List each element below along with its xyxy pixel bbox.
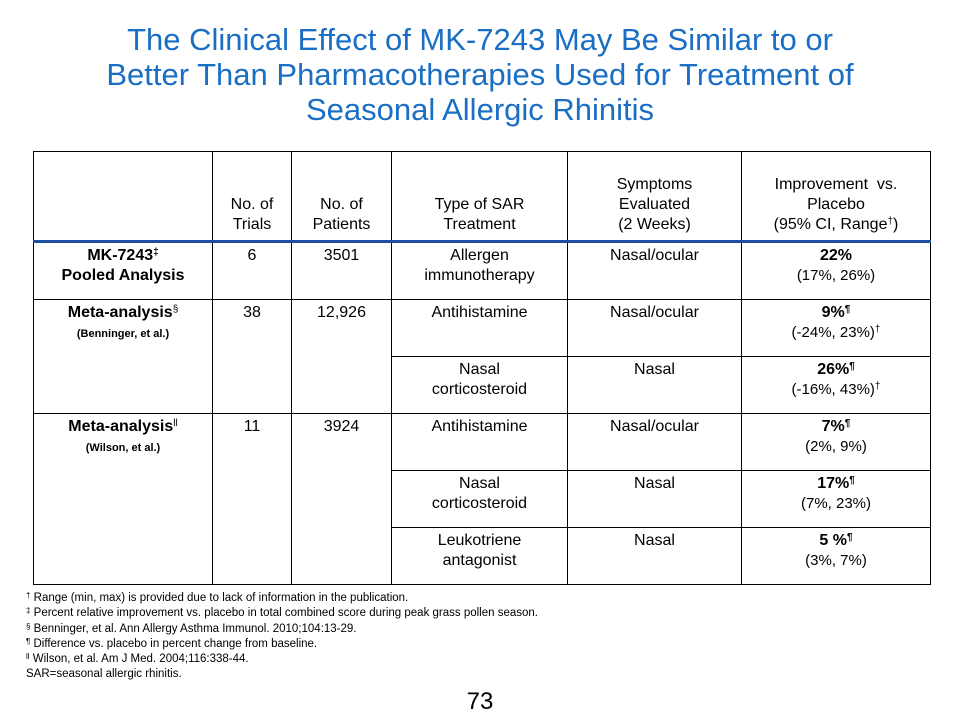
- header-trials: No. of Trials: [212, 151, 292, 243]
- symptoms-cell: Nasal/ocular: [567, 299, 742, 357]
- patients-cell: 3501: [291, 241, 392, 300]
- symptoms-cell: Nasal/ocular: [567, 241, 742, 300]
- header-treatment-type: Type of SAR Treatment: [391, 151, 568, 243]
- footnote: † Range (min, max) is provided due to la…: [26, 591, 409, 605]
- comparison-table: No. of Trials No. of Patients Type of SA…: [33, 151, 931, 585]
- footnote: § Benninger, et al. Ann Allergy Asthma I…: [26, 621, 357, 635]
- header-symptoms: Symptoms Evaluated (2 Weeks): [567, 151, 742, 243]
- header-empty-cell: [33, 151, 213, 243]
- symptoms-cell: Nasal: [567, 470, 742, 528]
- footnotes: † Range (min, max) is provided due to la…: [26, 591, 538, 683]
- page-number: 73: [466, 688, 494, 715]
- header-improvement: Improvement vs. Placebo (95% CI, Range†): [741, 151, 931, 243]
- patients-cell: 12,926: [291, 299, 392, 414]
- improvement-cell: 22% (17%, 26%): [741, 241, 931, 300]
- symptoms-cell: Nasal: [567, 527, 742, 585]
- treatment-cell: Antihistamine: [391, 299, 568, 357]
- improvement-cell: 5 %¶ (3%, 7%): [741, 527, 931, 585]
- table-row: Meta-analysisll (Wilson, et al.) 11 3924…: [33, 413, 931, 585]
- title-line-3: Seasonal Allergic Rhinitis: [305, 92, 655, 127]
- treatment-cell: Leukotriene antagonist: [391, 527, 568, 585]
- study-benninger: Meta-analysis§ (Benninger, et al.): [33, 299, 213, 414]
- treatment-cell: Allergen immunotherapy: [391, 241, 568, 300]
- treatment-cell: Antihistamine: [391, 413, 568, 471]
- table-header-row: No. of Trials No. of Patients Type of SA…: [33, 151, 931, 243]
- footnote: ‡ Percent relative improvement vs. place…: [26, 606, 539, 620]
- trials-cell: 11: [212, 413, 292, 585]
- symptoms-cell: Nasal: [567, 356, 742, 414]
- improvement-cell: 9%¶ (-24%, 23%)†: [741, 299, 931, 357]
- footnote: ll Wilson, et al. Am J Med. 2004;116:338…: [26, 652, 249, 666]
- footnote: ¶ Difference vs. placebo in percent chan…: [26, 636, 318, 650]
- study-wilson: Meta-analysisll (Wilson, et al.): [33, 413, 213, 585]
- treatment-cell: Nasal corticosteroid: [391, 470, 568, 528]
- table-row: Nasal corticosteroid Nasal 26%¶ (-16%, 4…: [34, 356, 931, 414]
- improvement-cell: 7%¶ (2%, 9%): [741, 413, 931, 471]
- trials-cell: 38: [212, 299, 292, 414]
- trials-cell: 6: [212, 241, 292, 300]
- improvement-cell: 26%¶ (-16%, 43%)†: [741, 356, 931, 414]
- title-line-2: Better Than Pharmacotherapies Used for T…: [106, 57, 854, 92]
- title-line-1: The Clinical Effect of MK-7243 May Be Si…: [127, 22, 833, 57]
- header-patients: No. of Patients: [291, 151, 392, 243]
- improvement-cell: 17%¶ (7%, 23%): [741, 470, 931, 528]
- patients-cell: 3924: [291, 413, 392, 585]
- table-row: MK-7243‡ Pooled Analysis 6 3501 Allergen…: [33, 241, 931, 300]
- table-row: Meta-analysis§ (Benninger, et al.) 38 12…: [33, 299, 931, 414]
- symptoms-cell: Nasal/ocular: [567, 413, 742, 471]
- footnote: SAR=seasonal allergic rhinitis.: [26, 668, 182, 681]
- study-mk7243: MK-7243‡ Pooled Analysis: [33, 241, 213, 300]
- treatment-cell: Nasal corticosteroid: [391, 356, 568, 414]
- table-row: Leukotriene antagonist Nasal 5 %¶ (3%, 7…: [34, 527, 931, 585]
- slide-title: The Clinical Effect of MK-7243 May Be Si…: [10, 22, 950, 127]
